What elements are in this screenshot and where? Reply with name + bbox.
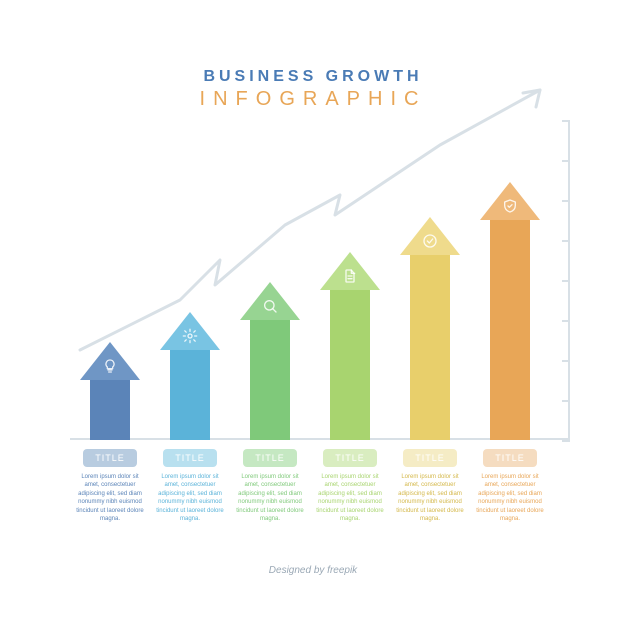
arrow-shaft	[90, 380, 130, 440]
label-desc: Lorem ipsum dolor sit amet, consectetuer…	[396, 473, 464, 523]
arrow-bar-3	[240, 282, 300, 440]
label-pill: TITLE	[323, 449, 377, 467]
arrow-shaft	[170, 350, 210, 440]
arrow-head	[80, 342, 140, 380]
arrow-bar-2	[160, 312, 220, 440]
arrow-head	[320, 252, 380, 290]
check-circle-icon	[422, 233, 438, 254]
label-pill: TITLE	[243, 449, 297, 467]
arrow-head	[240, 282, 300, 320]
arrow-head	[400, 217, 460, 255]
label-col-4: TITLE Lorem ipsum dolor sit amet, consect…	[316, 448, 384, 523]
arrow-bar-6	[480, 182, 540, 440]
label-desc: Lorem ipsum dolor sit amet, consectetuer…	[236, 473, 304, 523]
arrow-head	[480, 182, 540, 220]
footer-credit: Designed by freepik	[0, 565, 626, 576]
search-icon	[262, 298, 278, 319]
arrow-shaft	[490, 220, 530, 440]
arrow-bar-1	[80, 342, 140, 440]
arrow-bars	[70, 120, 550, 440]
label-pill: TITLE	[163, 449, 217, 467]
label-pill: TITLE	[83, 449, 137, 467]
title-main: BUSINESS GROWTH	[0, 68, 626, 86]
arrow-shaft	[250, 320, 290, 440]
arrow-bar-5	[400, 217, 460, 440]
label-desc: Lorem ipsum dolor sit amet, consectetuer…	[476, 473, 544, 523]
arrow-head	[160, 312, 220, 350]
bulb-icon	[102, 358, 118, 379]
label-pill: TITLE	[483, 449, 537, 467]
label-col-1: TITLE Lorem ipsum dolor sit amet, consect…	[76, 448, 144, 523]
chart-area	[70, 120, 570, 440]
label-desc: Lorem ipsum dolor sit amet, consectetuer…	[316, 473, 384, 523]
label-col-5: TITLE Lorem ipsum dolor sit amet, consect…	[396, 448, 464, 523]
document-icon	[342, 268, 358, 289]
arrow-shaft	[330, 290, 370, 440]
labels-row: TITLE Lorem ipsum dolor sit amet, consect…	[70, 448, 550, 523]
label-desc: Lorem ipsum dolor sit amet, consectetuer…	[76, 473, 144, 523]
label-col-3: TITLE Lorem ipsum dolor sit amet, consect…	[236, 448, 304, 523]
axis-tick	[562, 400, 570, 402]
arrow-bar-4	[320, 252, 380, 440]
label-pill: TITLE	[403, 449, 457, 467]
label-col-2: TITLE Lorem ipsum dolor sit amet, consect…	[156, 448, 224, 523]
axis-tick	[562, 440, 570, 442]
arrow-shaft	[410, 255, 450, 440]
gear-icon	[182, 328, 198, 349]
shield-icon	[502, 198, 518, 219]
label-desc: Lorem ipsum dolor sit amet, consectetuer…	[156, 473, 224, 523]
label-col-6: TITLE Lorem ipsum dolor sit amet, consect…	[476, 448, 544, 523]
